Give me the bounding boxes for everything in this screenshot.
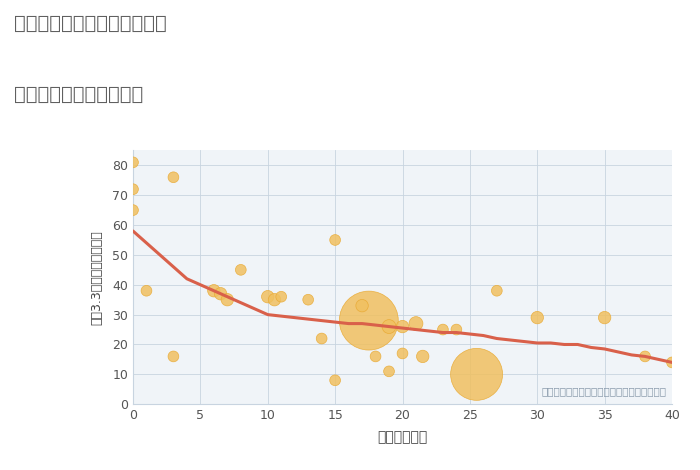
Point <box>532 314 543 321</box>
Point <box>269 296 280 304</box>
Point <box>276 293 287 300</box>
Point <box>302 296 314 304</box>
Point <box>262 293 273 300</box>
Point <box>215 290 226 298</box>
Point <box>363 317 374 324</box>
Point <box>370 352 381 360</box>
Point <box>384 323 395 330</box>
Y-axis label: 坪（3.3㎡）単価（万円）: 坪（3.3㎡）単価（万円） <box>91 230 104 325</box>
Text: 築年数別中古戸建て価格: 築年数別中古戸建て価格 <box>14 85 144 103</box>
Point <box>235 266 246 274</box>
Point <box>330 376 341 384</box>
Point <box>356 302 368 309</box>
Point <box>666 359 678 366</box>
Point <box>316 335 328 342</box>
Point <box>599 314 610 321</box>
Point <box>410 320 421 327</box>
Point <box>127 206 139 214</box>
Text: 三重県松阪市嬉野須賀領町の: 三重県松阪市嬉野須賀領町の <box>14 14 167 33</box>
Point <box>397 323 408 330</box>
Point <box>451 326 462 333</box>
Point <box>471 370 482 378</box>
Point <box>168 352 179 360</box>
Point <box>397 350 408 357</box>
Point <box>438 326 449 333</box>
Point <box>384 368 395 375</box>
Point <box>127 158 139 166</box>
Point <box>209 287 220 295</box>
Text: 円の大きさは、取引のあった物件面積を示す: 円の大きさは、取引のあった物件面積を示す <box>542 387 666 397</box>
Point <box>168 173 179 181</box>
Point <box>141 287 152 295</box>
Point <box>330 236 341 244</box>
Point <box>417 352 428 360</box>
Point <box>127 186 139 193</box>
Point <box>222 296 233 304</box>
X-axis label: 築年数（年）: 築年数（年） <box>377 431 428 445</box>
Point <box>491 287 503 295</box>
Point <box>640 352 651 360</box>
